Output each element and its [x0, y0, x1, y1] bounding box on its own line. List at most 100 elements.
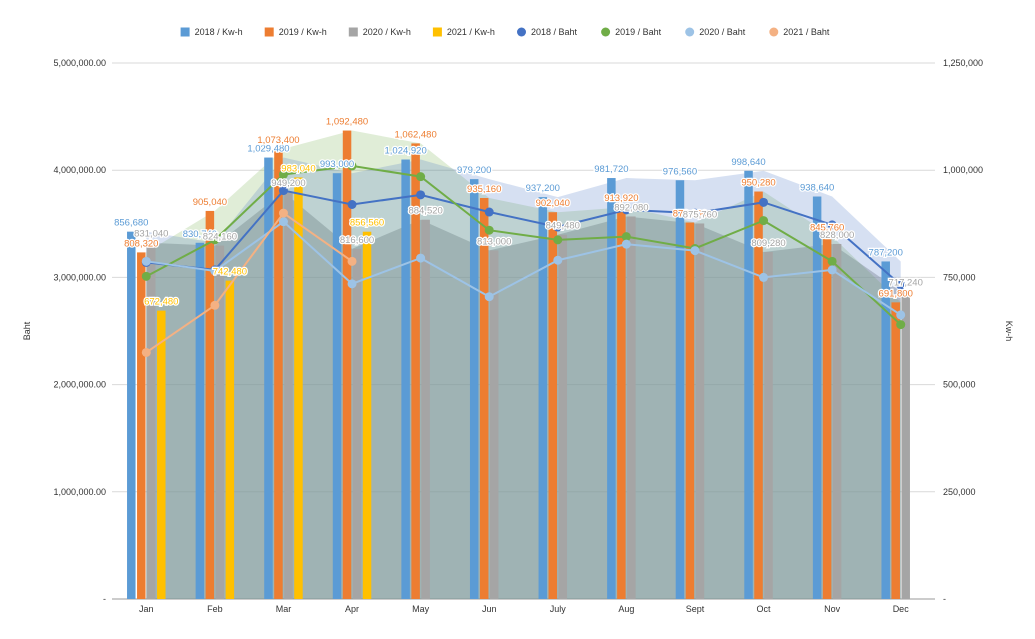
legend-swatch: [180, 27, 190, 37]
series-point: [141, 256, 151, 266]
data-label: 878,000: [673, 209, 707, 220]
series-line: [145, 164, 902, 326]
legend-label: 2021 / Kw-h: [447, 27, 495, 37]
series-point: [759, 272, 769, 282]
bar: [411, 143, 420, 599]
bar: [479, 198, 489, 599]
x-tick-label: Apr: [345, 604, 359, 614]
legend-swatch: [264, 27, 274, 37]
data-label: 856,560: [350, 218, 384, 229]
data-label: 902,040: [536, 198, 570, 209]
series-point: [621, 232, 631, 242]
series-point: [827, 256, 837, 266]
data-label: 672,480: [144, 297, 178, 308]
data-label: 979,200: [457, 165, 491, 176]
y-tick-label: 4,000,000.00: [53, 165, 106, 175]
data-label: 950,280: [741, 178, 775, 189]
bar: [744, 170, 753, 599]
bar: [294, 177, 303, 599]
data-label: 905,040: [193, 197, 227, 208]
data-label: 742,480: [213, 267, 247, 278]
bar: [284, 191, 293, 600]
x-tick-label: Oct: [757, 604, 772, 614]
data-label: 913,920: [604, 193, 638, 204]
series-point: [416, 172, 426, 182]
series-point: [141, 347, 151, 357]
legend-swatch: [769, 27, 779, 37]
y-axis-title: Baht: [22, 321, 32, 340]
series-line: [146, 189, 902, 286]
series-point: [553, 235, 563, 245]
x-tick-label: Sept: [686, 604, 705, 614]
legend: 2018 / Kw-h 2019 / Kw-h 2020 / Kw-h 2021 / …: [180, 27, 830, 37]
bar: [264, 157, 273, 600]
data-label: 949,200: [271, 178, 305, 189]
x-tick-label: Feb: [207, 604, 223, 614]
data-label: 824,160: [203, 232, 237, 243]
bar: [695, 223, 705, 599]
series-point: [896, 310, 906, 320]
series-point: [278, 186, 288, 196]
series-point: [484, 225, 494, 235]
bar: [352, 248, 362, 599]
series-point: [347, 279, 357, 289]
series-point: [896, 280, 906, 290]
bar: [675, 180, 685, 599]
data-label: 993,000: [320, 159, 354, 170]
bar: [764, 251, 773, 599]
legend-swatch: [601, 27, 611, 37]
bar: [901, 291, 910, 599]
bar: [274, 148, 283, 599]
legend-label: 2018 / Baht: [531, 27, 578, 37]
data-label: 849,480: [546, 221, 580, 232]
data-label: 1,029,480: [247, 144, 289, 155]
data-label: 691,800: [879, 288, 913, 299]
legend-label: 2018 / Kw-h: [195, 27, 243, 37]
data-label: 884,520: [408, 206, 442, 217]
y-tick-label: -: [103, 594, 106, 604]
y-tick-label: 2,000,000.00: [53, 380, 106, 390]
data-label: 998,640: [731, 157, 765, 168]
bar: [607, 178, 616, 600]
data-label: 935,160: [467, 184, 501, 195]
bar: [137, 252, 146, 599]
area-fills: [146, 130, 901, 600]
bar: [362, 231, 372, 599]
x-tick-label: Aug: [618, 604, 634, 614]
legend-label: 2020 / Kw-h: [363, 27, 411, 37]
series-point: [278, 208, 288, 218]
bar: [469, 179, 479, 600]
bar: [558, 234, 568, 599]
x-tick-label: Jun: [482, 604, 497, 614]
series-point: [347, 161, 357, 171]
bar: [195, 242, 205, 599]
data-label: 830,740: [183, 229, 217, 240]
data-label: 938,640: [800, 183, 834, 194]
data-label: 809,280: [751, 238, 785, 249]
series-point: [759, 216, 769, 226]
legend-label: 2021 / Baht: [783, 27, 830, 37]
bar: [147, 242, 156, 599]
series-point: [416, 253, 426, 263]
bar: [332, 173, 342, 599]
series-point: [621, 239, 631, 249]
x-tick-label: May: [412, 604, 430, 614]
data-label: 981,720: [594, 164, 628, 175]
legend-swatch: [432, 27, 442, 37]
bar: [401, 159, 410, 600]
legend-swatch: [517, 27, 526, 37]
series-point: [690, 208, 700, 218]
bar: [617, 207, 626, 600]
data-label: 828,000: [820, 230, 854, 241]
y2-tick-label: 500,000: [943, 380, 976, 390]
bar: [548, 212, 558, 599]
bar: [891, 302, 900, 599]
data-label: 856,680: [114, 218, 148, 229]
data-label: 976,560: [663, 166, 697, 177]
baht-lines: [141, 161, 906, 357]
axes: - 1,000,000.00 2,000,000.00 3,000,000.00 4,0…: [22, 58, 1014, 614]
bar: [205, 210, 215, 599]
bars: [127, 130, 910, 600]
y2-tick-label: -: [943, 594, 946, 604]
